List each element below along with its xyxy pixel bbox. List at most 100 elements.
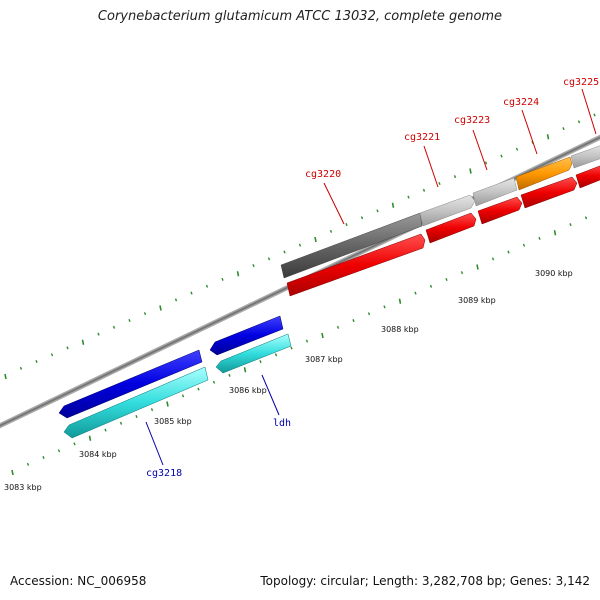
tick-mark bbox=[4, 373, 7, 380]
tick-mark bbox=[367, 312, 371, 316]
gene-row-forward-upper bbox=[280, 144, 600, 279]
tick-mark bbox=[438, 181, 441, 185]
tick-mark bbox=[104, 428, 107, 432]
tick-mark bbox=[414, 291, 417, 295]
gene-ldh[interactable] bbox=[215, 333, 292, 374]
tick-mark bbox=[283, 250, 286, 254]
gene-row-forward-lower bbox=[286, 164, 600, 297]
gene-cg3223[interactable] bbox=[472, 177, 518, 207]
tick-mark bbox=[360, 216, 364, 220]
tick-mark bbox=[290, 346, 293, 350]
tick-mark bbox=[26, 462, 30, 466]
tick-mark bbox=[407, 195, 410, 199]
genome-summary-text: Topology: circular; Length: 3,282,708 bp… bbox=[260, 574, 590, 588]
tick-mark bbox=[205, 284, 209, 288]
tick-mark bbox=[135, 414, 138, 418]
tick-mark bbox=[593, 113, 596, 117]
gene-red-3[interactable] bbox=[477, 196, 523, 225]
tick-mark bbox=[484, 161, 488, 165]
tick-mark bbox=[429, 284, 433, 288]
kbp-label: 3090 kbp bbox=[535, 269, 573, 278]
tick-mark bbox=[50, 353, 54, 357]
gene-cg3218[interactable] bbox=[63, 366, 209, 439]
tick-mark bbox=[243, 367, 247, 373]
gene-label-cg3225[interactable]: cg3225 bbox=[563, 77, 599, 88]
tick-mark bbox=[507, 250, 510, 254]
tick-mark bbox=[553, 230, 557, 236]
map-title: Corynebacterium glutamicum ATCC 13032, c… bbox=[97, 9, 503, 24]
tick-mark bbox=[562, 127, 565, 131]
tick-mark bbox=[66, 346, 69, 350]
gene-red-4[interactable] bbox=[520, 176, 578, 209]
tick-mark bbox=[112, 325, 116, 329]
tick-mark bbox=[538, 236, 541, 240]
kbp-labels: 3083 kbp 3084 kbp 3085 kbp 3086 kbp 3087… bbox=[4, 269, 573, 492]
tick-mark bbox=[305, 339, 309, 343]
tick-mark bbox=[159, 305, 162, 311]
tick-mark bbox=[314, 236, 317, 243]
tick-mark bbox=[577, 120, 581, 124]
tick-mark bbox=[274, 353, 278, 357]
tick-mark bbox=[476, 264, 479, 270]
tick-mark bbox=[267, 257, 271, 261]
tick-mark bbox=[546, 134, 550, 140]
tick-mark bbox=[166, 401, 169, 407]
tick-mark bbox=[422, 188, 426, 192]
gene-red-1[interactable] bbox=[286, 233, 426, 297]
tick-mark bbox=[321, 332, 324, 339]
tick-mark bbox=[228, 373, 231, 377]
tick-mark bbox=[460, 271, 464, 275]
gene-label-cg3223[interactable]: cg3223 bbox=[454, 115, 490, 126]
tick-mark bbox=[491, 257, 495, 261]
tick-mark bbox=[500, 154, 503, 158]
gene-red-5[interactable] bbox=[575, 164, 600, 189]
tick-mark bbox=[398, 298, 402, 304]
tick-mark bbox=[81, 339, 85, 345]
tick-mark bbox=[35, 360, 38, 364]
gene-cg3224[interactable] bbox=[515, 156, 573, 191]
gene-blue-2[interactable] bbox=[209, 315, 284, 356]
tick-mark bbox=[174, 298, 178, 302]
tick-mark bbox=[569, 223, 572, 227]
gene-row-reverse-lower bbox=[63, 333, 292, 439]
gene-red-2[interactable] bbox=[425, 212, 477, 244]
tick-mark bbox=[252, 264, 255, 268]
gene-cg3225[interactable] bbox=[570, 144, 600, 169]
tick-mark bbox=[212, 380, 216, 384]
gene-cg3221[interactable] bbox=[419, 194, 476, 227]
inner-tick-track bbox=[11, 216, 588, 476]
gene-label-cg3218[interactable]: cg3218 bbox=[146, 468, 182, 479]
tick-mark bbox=[584, 216, 588, 220]
gene-blue-1[interactable] bbox=[58, 349, 203, 419]
tick-mark bbox=[522, 243, 526, 247]
tick-mark bbox=[73, 442, 76, 446]
gene-label-cg3220[interactable]: cg3220 bbox=[305, 169, 341, 180]
tick-mark bbox=[128, 318, 131, 322]
tick-mark bbox=[197, 387, 200, 391]
gene-cg3220[interactable] bbox=[280, 212, 423, 279]
tick-mark bbox=[42, 456, 45, 460]
gene-label-cg3224[interactable]: cg3224 bbox=[503, 97, 539, 108]
tick-mark bbox=[298, 243, 302, 247]
tick-mark bbox=[88, 435, 92, 441]
kbp-label: 3084 kbp bbox=[79, 450, 117, 459]
kbp-label: 3087 kbp bbox=[305, 355, 343, 364]
kbp-label: 3088 kbp bbox=[381, 325, 419, 334]
tick-mark bbox=[329, 229, 333, 233]
tick-mark bbox=[453, 175, 457, 179]
tick-mark bbox=[376, 209, 379, 213]
tick-mark bbox=[119, 421, 123, 425]
tick-mark bbox=[19, 366, 23, 370]
tick-mark bbox=[391, 202, 395, 208]
tick-mark bbox=[469, 168, 472, 174]
tick-mark bbox=[190, 291, 193, 295]
tick-mark bbox=[336, 325, 340, 329]
tick-mark bbox=[57, 449, 61, 453]
tick-mark bbox=[97, 332, 100, 336]
tick-mark bbox=[352, 319, 355, 323]
gene-labels: cg3220 cg3221 cg3223 cg3224 cg3225 ldh c… bbox=[145, 77, 599, 479]
gene-label-cg3221[interactable]: cg3221 bbox=[404, 132, 440, 143]
gene-label-ldh[interactable]: ldh bbox=[273, 418, 291, 429]
kbp-label: 3085 kbp bbox=[154, 417, 192, 426]
